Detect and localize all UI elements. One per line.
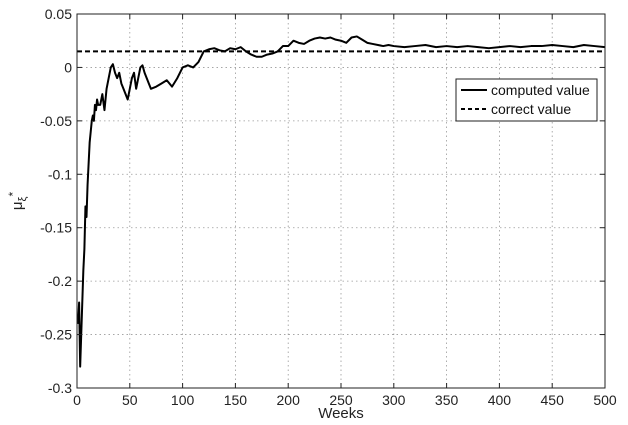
y-axis-tick-labels: 0.05 0 -0.05 -0.1 -0.15 -0.2 -0.25 -0.3: [40, 6, 72, 396]
y-tick-label: -0.1: [48, 166, 72, 182]
x-tick-label: 250: [329, 392, 353, 408]
x-tick-label: 0: [73, 392, 81, 408]
y-tick-label: -0.3: [48, 380, 72, 396]
series-layer: [77, 35, 606, 368]
axis-ticks: [76, 13, 606, 389]
y-tick-label: 0: [64, 59, 72, 75]
y-tick-label: -0.05: [40, 113, 72, 129]
legend-box: [455, 78, 598, 122]
y-tick-label: -0.15: [40, 220, 72, 236]
y-axis-label-main: μ: [9, 201, 26, 210]
legend-label-computed: computed value: [491, 82, 590, 98]
svg-text:μξ*: μξ*: [6, 192, 29, 211]
y-tick-label: 0.05: [45, 6, 72, 22]
x-axis-tick-labels: 0 50 100 150 200 250 300 350 400 450 500: [73, 392, 617, 408]
x-tick-label: 300: [382, 392, 406, 408]
legend-label-correct: correct value: [491, 101, 571, 117]
x-tick-label: 400: [488, 392, 512, 408]
computed-value-line: [77, 35, 606, 368]
y-tick-label: -0.25: [40, 327, 72, 343]
y-tick-label: -0.2: [48, 273, 72, 289]
x-axis-label: Weeks: [318, 405, 364, 422]
legend: computed value correct value: [455, 78, 598, 122]
plot-area-frame: [76, 13, 606, 389]
x-tick-label: 150: [224, 392, 248, 408]
y-axis-label: μξ*: [6, 192, 29, 211]
x-tick-label: 50: [122, 392, 138, 408]
y-axis-label-subscript: ξ: [17, 196, 29, 201]
x-tick-label: 450: [541, 392, 565, 408]
x-tick-label: 200: [277, 392, 301, 408]
x-tick-label: 350: [435, 392, 459, 408]
x-tick-label: 100: [171, 392, 195, 408]
grid-lines: [77, 14, 605, 388]
y-axis-label-superscript: *: [6, 192, 20, 197]
x-tick-label: 500: [593, 392, 617, 408]
